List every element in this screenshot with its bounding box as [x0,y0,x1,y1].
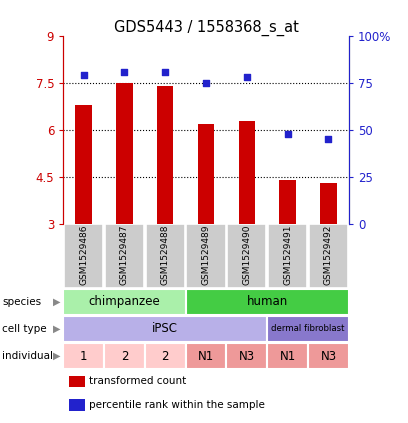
Bar [308,343,349,369]
Text: GSM1529486: GSM1529486 [79,225,88,285]
Point [284,130,291,137]
Text: 2: 2 [162,349,169,363]
Text: ▶: ▶ [53,297,60,307]
Bar [186,224,226,288]
Text: GSM1529487: GSM1529487 [120,225,129,285]
Text: N1: N1 [279,349,296,363]
Text: ▶: ▶ [53,324,60,334]
Text: N3: N3 [320,349,337,363]
Bar [309,224,348,288]
Bar [268,224,307,288]
Text: species: species [2,297,41,307]
Bar [63,316,267,342]
Text: ▶: ▶ [53,351,60,361]
Point [325,136,332,143]
Text: N3: N3 [239,349,255,363]
Bar [239,121,255,224]
Bar [69,376,85,387]
Bar [104,343,145,369]
Text: GSM1529491: GSM1529491 [283,225,292,285]
Point [244,74,250,81]
Text: dermal fibroblast: dermal fibroblast [271,324,345,333]
Bar [226,343,267,369]
Bar [186,288,349,315]
Bar [63,343,104,369]
Point [121,68,128,75]
Bar [145,343,186,369]
Bar [64,224,103,288]
Bar [198,124,214,224]
Text: GSM1529490: GSM1529490 [242,225,251,285]
Bar [267,316,349,342]
Bar [279,180,296,224]
Bar [320,183,337,224]
Text: transformed count: transformed count [89,376,186,387]
Text: N1: N1 [198,349,214,363]
Text: percentile rank within the sample: percentile rank within the sample [89,400,265,410]
Bar [75,105,92,224]
Bar [186,343,226,369]
Bar [116,83,133,224]
Text: chimpanzee: chimpanzee [89,295,160,308]
Text: iPSC: iPSC [152,322,178,335]
Bar [63,288,186,315]
Bar [105,224,144,288]
Point [203,80,209,86]
Bar [267,343,308,369]
Bar [69,399,85,411]
Title: GDS5443 / 1558368_s_at: GDS5443 / 1558368_s_at [113,20,299,36]
Bar [146,224,185,288]
Text: cell type: cell type [2,324,47,334]
Text: human: human [246,295,288,308]
Text: 1: 1 [80,349,87,363]
Text: GSM1529489: GSM1529489 [202,225,211,285]
Point [80,72,87,79]
Bar [227,224,266,288]
Text: GSM1529488: GSM1529488 [161,225,170,285]
Text: individual: individual [2,351,53,361]
Text: 2: 2 [121,349,128,363]
Bar [157,86,173,224]
Text: GSM1529492: GSM1529492 [324,225,333,285]
Point [162,68,169,75]
